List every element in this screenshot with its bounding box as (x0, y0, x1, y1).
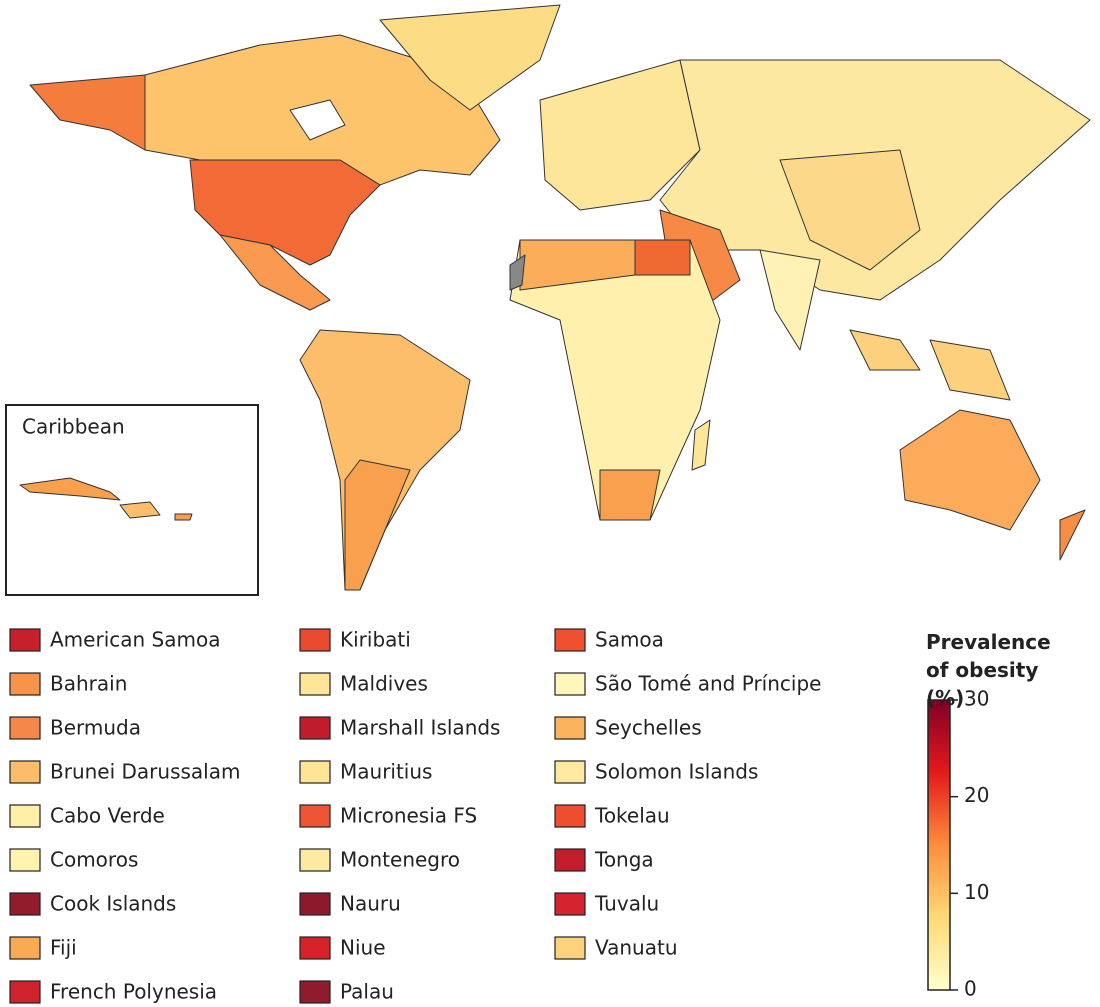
world-map (29, 4, 1091, 591)
region (19, 477, 121, 501)
region (379, 4, 561, 111)
legend-label: Samoa (595, 628, 664, 652)
legend-swatch (554, 936, 586, 960)
legend-label: Micronesia FS (340, 804, 477, 828)
legend-swatch (9, 804, 41, 828)
region (1059, 509, 1086, 561)
legend-swatch (299, 628, 331, 652)
legend-label: Comoros (50, 848, 138, 872)
region (849, 329, 1011, 401)
legend-swatch (9, 980, 41, 1004)
legend-swatch (299, 936, 331, 960)
legend-label: American Samoa (50, 628, 220, 652)
region (29, 74, 146, 151)
region (344, 459, 411, 591)
legend-swatch (554, 848, 586, 872)
legend-swatch (9, 936, 41, 960)
legend-label: Nauru (340, 892, 401, 916)
region (299, 329, 471, 591)
region (174, 513, 193, 521)
region (119, 501, 161, 519)
region (219, 234, 331, 311)
legend-label: Bahrain (50, 672, 127, 696)
legend-swatch (9, 892, 41, 916)
legend-swatch (299, 760, 331, 784)
legend-label: Maldives (340, 672, 428, 696)
colorbar (927, 699, 951, 991)
legend-swatch (554, 804, 586, 828)
legend-label: Vanuatu (595, 936, 678, 960)
colorbar-tick-label: 0 (964, 977, 977, 1001)
legend-label: Tokelau (594, 804, 670, 828)
colorbar-tick-label: 20 (964, 783, 989, 807)
legend-swatch (9, 716, 41, 740)
legend-label: Solomon Islands (595, 760, 758, 784)
region (509, 254, 526, 291)
legend-label: Brunei Darussalam (50, 760, 240, 784)
legend-swatch (554, 672, 586, 696)
region (779, 149, 921, 271)
region (189, 159, 381, 266)
legend-label: Cabo Verde (50, 804, 165, 828)
legend-swatch (9, 848, 41, 872)
colorbar-tick-label: 10 (964, 880, 989, 904)
region (599, 469, 661, 521)
colorbar-tick-label: 30 (964, 687, 989, 711)
legend-swatch (554, 628, 586, 652)
legend-label: Cook Islands (50, 892, 176, 916)
colorbar-title: Prevalence of obesity (%) (926, 630, 1051, 710)
legend-swatch (299, 848, 331, 872)
legend-label: French Polynesia (50, 980, 217, 1004)
legend-swatch (9, 628, 41, 652)
legend-label: Bermuda (50, 716, 141, 740)
legend-label: Tuvalu (594, 892, 659, 916)
legend-label: Palau (340, 980, 394, 1004)
legend-swatch (299, 892, 331, 916)
legend-label: São Tomé and Príncipe (595, 672, 821, 696)
legend-swatch (554, 892, 586, 916)
legend-label: Seychelles (595, 716, 702, 740)
region (759, 249, 821, 351)
inset-frame (5, 404, 259, 596)
region (634, 239, 691, 276)
legend-swatch (299, 716, 331, 740)
legend-label: Mauritius (340, 760, 432, 784)
inset-title: Caribbean (22, 415, 125, 439)
region (691, 419, 711, 471)
legend-swatch (299, 672, 331, 696)
legend-label: Montenegro (340, 848, 460, 872)
legend-label: Niue (340, 936, 386, 960)
legend-swatch (299, 980, 331, 1004)
region (289, 99, 346, 141)
legend-swatch (554, 716, 586, 740)
region (899, 409, 1041, 531)
legend-label: Kiribati (340, 628, 411, 652)
legend-swatch (9, 672, 41, 696)
legend-label: Marshall Islands (340, 716, 500, 740)
legend-swatch (554, 760, 586, 784)
legend-swatch (9, 760, 41, 784)
legend-swatch (299, 804, 331, 828)
legend-label: Fiji (50, 936, 77, 960)
legend-label: Tonga (594, 848, 654, 872)
inset-map (19, 477, 193, 521)
